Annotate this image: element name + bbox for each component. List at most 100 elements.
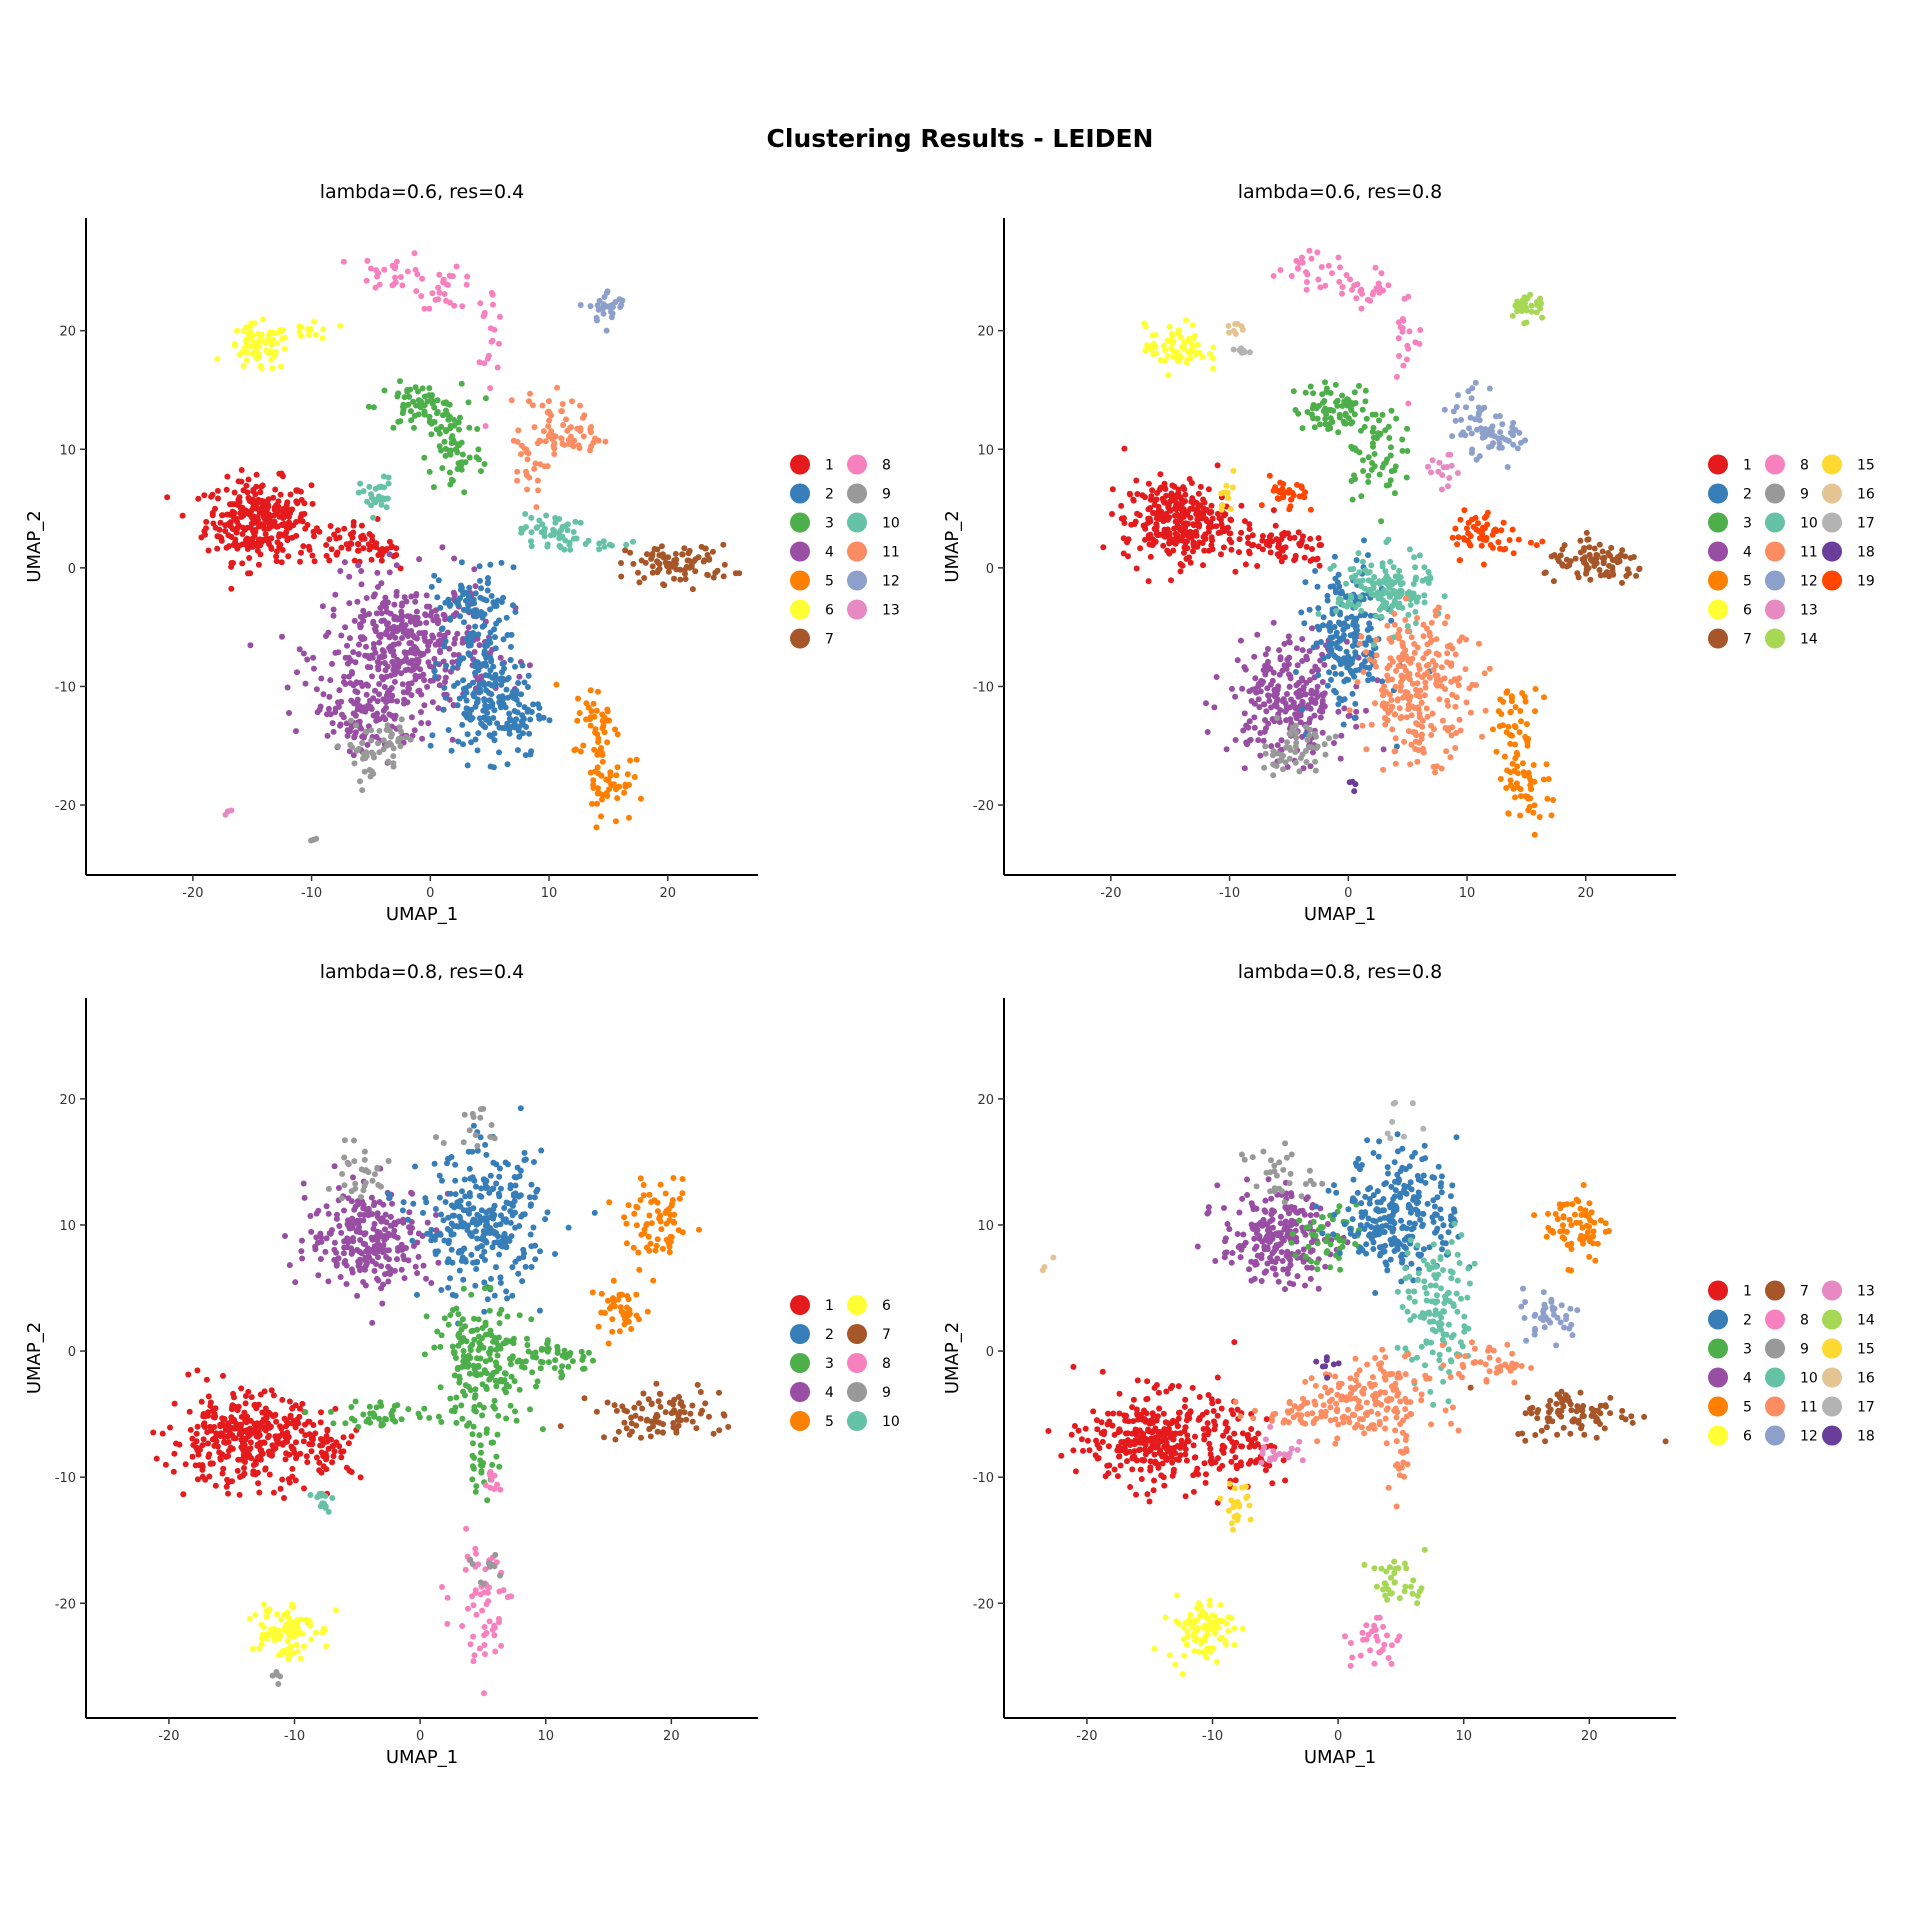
data-point-cluster-11 <box>533 504 540 511</box>
data-point-cluster-4 <box>433 1212 439 1218</box>
data-point-cluster-1 <box>243 537 249 543</box>
data-point-cluster-15 <box>1227 506 1234 513</box>
data-point-cluster-5 <box>604 739 611 746</box>
data-point-cluster-4 <box>1255 737 1262 744</box>
data-point-cluster-7 <box>622 547 629 554</box>
data-point-cluster-4 <box>1203 700 1209 707</box>
data-point-cluster-12 <box>608 308 614 315</box>
data-point-cluster-4 <box>301 1194 308 1201</box>
data-point-cluster-4 <box>342 1258 349 1264</box>
data-point-cluster-1 <box>323 552 330 559</box>
data-point-cluster-6 <box>320 326 327 333</box>
data-point-cluster-3 <box>454 466 461 472</box>
data-point-cluster-2 <box>526 730 533 737</box>
data-point-cluster-4 <box>442 674 449 681</box>
data-point-cluster-4 <box>1240 727 1247 734</box>
data-point-cluster-11 <box>1384 677 1391 684</box>
data-point-cluster-9 <box>380 746 387 753</box>
data-point-cluster-10 <box>380 473 387 480</box>
data-point-cluster-2 <box>486 637 493 644</box>
data-point-cluster-4 <box>282 1233 288 1239</box>
data-point-cluster-10 <box>1366 569 1373 576</box>
data-point-cluster-2 <box>480 707 487 714</box>
data-point-cluster-12 <box>612 299 619 305</box>
data-point-cluster-4 <box>373 717 380 724</box>
data-point-cluster-1 <box>293 487 300 494</box>
data-point-cluster-2 <box>487 654 494 661</box>
data-point-cluster-5 <box>599 725 606 732</box>
data-point-cluster-1 <box>257 1391 264 1398</box>
x-tick-label: 0 <box>426 886 434 901</box>
data-point-cluster-3 <box>447 451 454 458</box>
data-point-cluster-16 <box>1232 321 1239 327</box>
data-point-cluster-4 <box>1278 737 1285 744</box>
data-point-cluster-6 <box>1190 335 1197 342</box>
data-point-cluster-7 <box>1622 553 1629 560</box>
data-point-cluster-4 <box>1285 633 1292 640</box>
legend-label: 12 <box>882 574 900 590</box>
data-point-cluster-2 <box>470 596 477 603</box>
data-point-cluster-1 <box>273 558 280 565</box>
data-point-cluster-4 <box>318 1234 324 1241</box>
data-point-cluster-8 <box>480 313 487 320</box>
data-point-cluster-9 <box>1283 744 1290 751</box>
data-point-cluster-13 <box>1445 451 1452 458</box>
data-point-cluster-1 <box>393 545 400 552</box>
data-point-cluster-2 <box>481 682 488 688</box>
data-point-cluster-3 <box>438 423 445 430</box>
data-point-cluster-11 <box>1380 692 1386 699</box>
data-point-cluster-2 <box>477 686 483 693</box>
data-point-cluster-6 <box>1175 330 1182 337</box>
data-point-cluster-2 <box>489 1244 496 1251</box>
data-point-cluster-1 <box>297 1450 304 1457</box>
data-point-cluster-6 <box>1162 347 1168 353</box>
data-point-cluster-1 <box>347 531 354 538</box>
data-point-cluster-4 <box>346 600 353 607</box>
data-point-cluster-1 <box>301 500 308 507</box>
data-point-cluster-2 <box>1312 568 1319 574</box>
data-point-cluster-9 <box>1284 739 1291 746</box>
data-point-cluster-3 <box>426 468 433 475</box>
data-point-cluster-2 <box>453 1223 460 1230</box>
data-point-cluster-2 <box>504 720 511 727</box>
data-point-cluster-11 <box>1389 726 1396 733</box>
data-point-cluster-2 <box>474 1211 481 1218</box>
data-point-cluster-11 <box>1421 692 1428 699</box>
data-point-cluster-5 <box>575 695 581 702</box>
data-point-cluster-6 <box>282 334 289 341</box>
data-point-cluster-13 <box>1429 457 1436 464</box>
data-point-cluster-11 <box>1397 687 1404 694</box>
data-point-cluster-1 <box>193 1430 200 1437</box>
data-point-cluster-3 <box>1370 424 1377 431</box>
data-point-cluster-3 <box>1379 411 1386 418</box>
data-point-cluster-9 <box>1293 734 1300 741</box>
data-point-cluster-1 <box>304 1459 311 1466</box>
data-point-cluster-11 <box>1402 689 1409 695</box>
legend-label: 3 <box>1743 516 1752 532</box>
data-point-cluster-11 <box>1429 710 1436 717</box>
data-point-cluster-1 <box>1150 536 1156 543</box>
data-point-cluster-11 <box>1392 735 1399 742</box>
data-point-cluster-2 <box>1379 678 1386 685</box>
data-point-cluster-8 <box>1380 287 1386 294</box>
data-point-cluster-2 <box>468 1233 475 1240</box>
data-point-cluster-4 <box>415 657 422 664</box>
data-point-cluster-11 <box>587 429 594 436</box>
data-point-cluster-8 <box>413 288 420 295</box>
data-point-cluster-3 <box>426 385 433 392</box>
data-point-cluster-12 <box>603 327 610 334</box>
data-point-cluster-4 <box>1304 656 1310 663</box>
data-point-cluster-4 <box>330 728 337 735</box>
data-point-cluster-4 <box>1307 763 1314 770</box>
data-point-cluster-2 <box>1353 557 1360 564</box>
data-point-cluster-2 <box>1341 620 1348 627</box>
data-point-cluster-10 <box>1359 558 1366 565</box>
data-point-cluster-4 <box>431 655 438 662</box>
data-point-cluster-2 <box>1349 643 1356 649</box>
data-point-cluster-11 <box>1416 693 1423 700</box>
data-point-cluster-2 <box>1326 669 1333 676</box>
data-point-cluster-11 <box>1409 703 1416 710</box>
data-point-cluster-10 <box>364 498 371 505</box>
data-point-cluster-5 <box>587 687 594 694</box>
data-point-cluster-10 <box>383 504 390 511</box>
